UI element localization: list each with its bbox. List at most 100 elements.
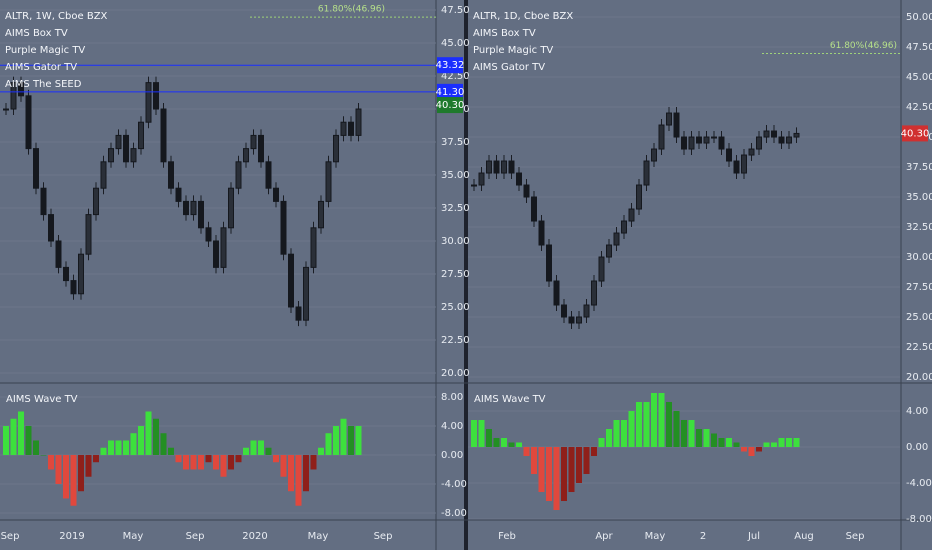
time-label: 2020 xyxy=(242,531,267,542)
candle xyxy=(70,280,77,295)
candle xyxy=(621,220,627,234)
candle xyxy=(643,160,650,186)
wave-bar xyxy=(561,446,567,502)
candle xyxy=(295,306,302,321)
candle xyxy=(138,121,144,150)
candle xyxy=(688,136,695,150)
wave-tick-label: -4.00 xyxy=(906,478,932,489)
wave-bar xyxy=(763,442,770,447)
legend-text: AIMS Box TV xyxy=(473,28,536,39)
candle xyxy=(471,184,477,187)
candle xyxy=(613,232,620,246)
candle xyxy=(636,184,642,210)
wave-bar xyxy=(628,410,635,447)
time-label: May xyxy=(645,531,666,542)
candle xyxy=(546,244,552,282)
last-price-label: 40.30 xyxy=(901,128,930,139)
wave-tick-label: 4.00 xyxy=(441,421,463,432)
wave-bar xyxy=(190,454,197,470)
candle xyxy=(756,136,762,150)
wave-bar xyxy=(546,446,552,502)
candle xyxy=(348,121,354,136)
time-label: Sep xyxy=(374,531,393,542)
wave-bar xyxy=(591,446,597,457)
candle xyxy=(568,316,575,324)
candle xyxy=(160,108,167,163)
legend-text: Purple Magic TV xyxy=(5,45,85,56)
candle xyxy=(658,124,665,150)
candle xyxy=(333,134,339,163)
wave-bar xyxy=(303,454,309,492)
candle xyxy=(763,130,770,138)
candle xyxy=(733,160,740,174)
wave-bar xyxy=(183,454,189,470)
wave-bar xyxy=(478,419,485,447)
candle xyxy=(340,121,347,136)
candle xyxy=(553,280,560,306)
wave-bar xyxy=(348,425,354,455)
candle xyxy=(115,134,122,150)
wave-bar xyxy=(130,433,137,455)
price-tick-label: 45.00 xyxy=(441,38,470,49)
candle xyxy=(3,108,9,111)
candle xyxy=(628,208,635,222)
wave-bar xyxy=(636,401,642,447)
wave-bar xyxy=(310,454,317,470)
candle xyxy=(516,172,522,186)
candle xyxy=(318,200,324,229)
price-tick-label: 47.50 xyxy=(441,5,470,16)
candle xyxy=(583,304,590,318)
candle xyxy=(748,148,755,156)
candle xyxy=(205,227,212,242)
candle xyxy=(265,161,272,189)
wave-bar xyxy=(703,428,710,447)
wave-bar xyxy=(793,437,800,447)
wave-bar xyxy=(205,454,212,463)
time-label: Sep xyxy=(186,531,205,542)
wave-bar xyxy=(493,437,500,447)
candle xyxy=(213,240,219,268)
legend-text: Purple Magic TV xyxy=(473,45,553,56)
candle xyxy=(310,227,317,268)
candle xyxy=(303,266,309,321)
wave-bar xyxy=(643,401,650,447)
wave-title: AIMS Wave TV xyxy=(474,394,546,405)
last-price-label: 40.30 xyxy=(436,100,465,111)
candle xyxy=(175,187,182,202)
divider xyxy=(464,0,468,550)
wave-bar xyxy=(658,392,665,447)
price-tick-label: 42.50 xyxy=(906,102,932,113)
wave-bar xyxy=(340,418,347,455)
legend-text: AIMS Gator TV xyxy=(473,62,545,73)
legend-text: AIMS Gator TV xyxy=(5,62,77,73)
last-price-badge xyxy=(902,125,928,142)
last-price-badge xyxy=(437,97,463,114)
price-tick-label: 22.50 xyxy=(441,335,470,346)
wave-bar xyxy=(501,437,507,447)
wave-bar xyxy=(538,446,545,493)
wave-bar xyxy=(583,446,590,475)
candle xyxy=(501,160,507,174)
wave-bar xyxy=(40,454,47,456)
candle xyxy=(726,148,732,162)
candle xyxy=(561,304,567,318)
wave-bar xyxy=(108,440,114,455)
wave-bar xyxy=(778,437,785,447)
wave-bar xyxy=(235,454,242,463)
wave-bar xyxy=(598,437,605,447)
wave-bar xyxy=(33,440,39,455)
wave-bar xyxy=(138,425,144,455)
candle xyxy=(228,187,234,229)
candle xyxy=(606,244,612,258)
candle xyxy=(531,196,537,222)
candle xyxy=(33,148,39,189)
wave-bar xyxy=(115,440,122,455)
wave-tick-label: -8.00 xyxy=(906,514,932,525)
wave-bar xyxy=(55,454,62,484)
wave-bar xyxy=(508,442,515,447)
price-tick-label: 27.50 xyxy=(906,282,932,293)
candle xyxy=(85,214,92,255)
candle xyxy=(18,82,24,97)
time-label: Apr xyxy=(595,531,613,542)
wave-tick-label: 0.00 xyxy=(441,450,463,461)
